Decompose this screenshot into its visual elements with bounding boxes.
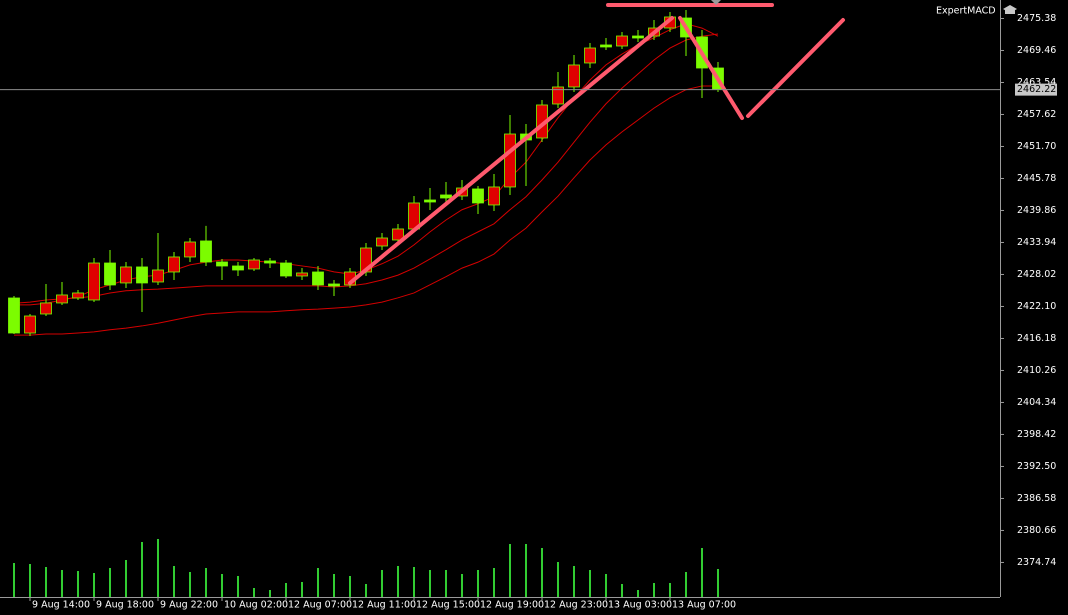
candle-body [312, 271, 324, 286]
trendline [348, 16, 674, 285]
candle-body [56, 294, 68, 304]
candle-body [72, 292, 84, 299]
candle-body [264, 260, 276, 264]
y-tick-label: 2422.10 [1017, 301, 1056, 312]
trendline [746, 18, 845, 118]
x-tick-label: 10 Aug 02:00 [224, 600, 288, 611]
candle-body [584, 47, 596, 64]
x-tick-label: 12 Aug 23:00 [544, 600, 608, 611]
candle-body [104, 262, 116, 286]
y-tick-label: 2392.50 [1017, 461, 1056, 472]
x-tick-label: 9 Aug 14:00 [32, 600, 90, 611]
y-tick-label: 2416.18 [1017, 333, 1056, 344]
x-tick-label: 9 Aug 22:00 [160, 600, 218, 611]
current-price-label: 2462.22 [1017, 84, 1056, 95]
y-tick-label: 2457.62 [1017, 109, 1056, 120]
candle-body [88, 262, 100, 301]
candle-body [392, 228, 404, 241]
candle-body [376, 237, 388, 247]
period-marker [711, 0, 721, 5]
y-tick-label: 2428.02 [1017, 269, 1056, 280]
candle-body [136, 266, 148, 284]
candle-body [120, 266, 132, 284]
moving-average [13, 33, 719, 304]
expert-name: ExpertMACD [936, 6, 996, 17]
candle-body [200, 240, 212, 263]
candle-body [552, 86, 564, 105]
candle-body [280, 262, 292, 277]
y-tick-label: 2386.58 [1017, 493, 1056, 504]
y-tick-label: 2439.86 [1017, 205, 1056, 216]
trendline [678, 16, 744, 120]
x-tick-label: 12 Aug 19:00 [480, 600, 544, 611]
expert-icon [1003, 5, 1017, 14]
candle-body [232, 265, 244, 271]
y-tick-label: 2374.74 [1017, 557, 1056, 568]
y-tick-label: 2475.38 [1017, 13, 1056, 24]
candle-body [184, 241, 196, 258]
y-tick-label: 2445.78 [1017, 173, 1056, 184]
y-tick-label: 2463.54 [1017, 77, 1056, 88]
candle-body [152, 269, 164, 283]
moving-average [14, 85, 718, 336]
x-tick-label: 9 Aug 18:00 [96, 600, 154, 611]
candle-body [168, 256, 180, 273]
x-tick-label: 13 Aug 03:00 [608, 600, 672, 611]
x-tick-label: 12 Aug 07:00 [288, 600, 352, 611]
candle-body [600, 44, 612, 48]
candle-body [472, 188, 484, 204]
candle-body [424, 199, 436, 203]
y-tick-label: 2410.26 [1017, 365, 1056, 376]
candle-body [616, 35, 628, 47]
candle-body [504, 133, 516, 188]
y-tick-label: 2451.70 [1017, 141, 1056, 152]
candle-body [440, 194, 452, 199]
candle-body [248, 259, 260, 270]
y-tick-label: 2380.66 [1017, 525, 1056, 536]
candle-body [40, 302, 52, 315]
candle-body [632, 35, 644, 39]
y-tick-label: 2433.94 [1017, 237, 1056, 248]
y-tick-label: 2469.46 [1017, 45, 1056, 56]
candle-body [296, 272, 308, 277]
x-tick-label: 12 Aug 11:00 [352, 600, 416, 611]
current-price-box [1015, 83, 1057, 96]
x-tick-label: 12 Aug 15:00 [416, 600, 480, 611]
candle-body [24, 315, 36, 334]
y-tick-label: 2398.42 [1017, 429, 1056, 440]
y-tick-label: 2404.34 [1017, 397, 1056, 408]
drawn-trendlines [348, 3, 845, 285]
candle-body [8, 297, 20, 334]
candle-body [328, 283, 340, 287]
candle-body [216, 261, 228, 267]
x-tick-label: 13 Aug 07:00 [672, 600, 736, 611]
candle-body [568, 64, 580, 88]
candle-body [488, 186, 500, 206]
